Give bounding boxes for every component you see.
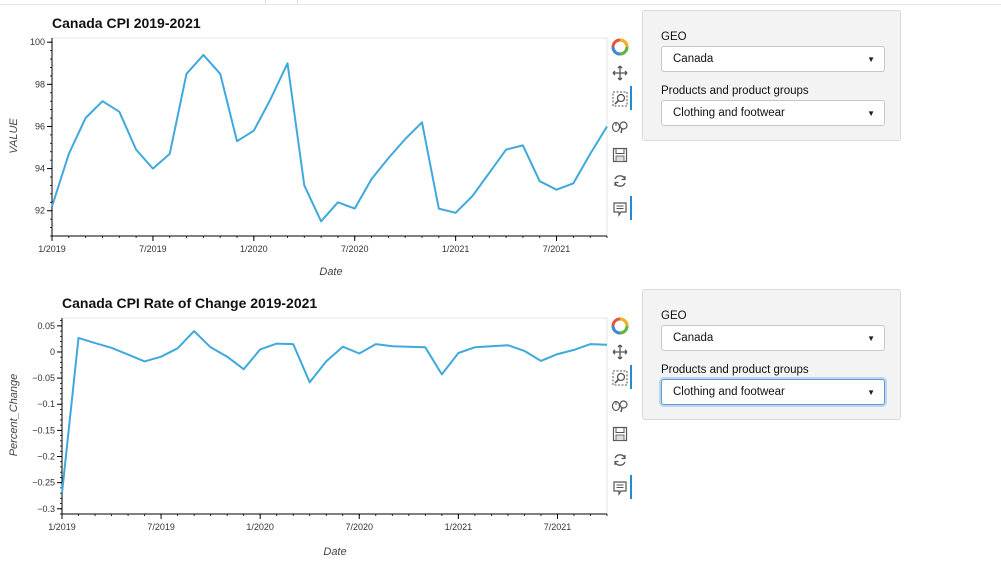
x-tick-label: 7/2019	[139, 244, 167, 254]
active-tool-indicator	[630, 475, 632, 499]
bokeh-logo-icon[interactable]	[608, 315, 632, 337]
wheel-zoom-icon[interactable]	[608, 395, 632, 417]
dropdown-arrow-icon: ▼	[867, 109, 875, 118]
y-tick-label: −0.3	[37, 504, 55, 514]
y-axis-label: Percent_Change	[8, 374, 20, 457]
plot-lines	[61, 330, 608, 494]
save-icon[interactable]	[608, 144, 632, 166]
cpi-chart-svg[interactable]: Canada CPI 2019-2021 VALUE Date 100 98 96 9…	[0, 0, 610, 285]
products-label: Products and product groups	[661, 364, 809, 376]
y-tick-label: 94	[35, 164, 45, 174]
x-tick-label: 1/2020	[246, 522, 274, 532]
hover-icon[interactable]	[608, 198, 632, 220]
top-divider	[0, 4, 1001, 5]
wheel-zoom-icon[interactable]	[608, 116, 632, 138]
reset-icon[interactable]	[608, 449, 632, 471]
y-tick-label: 96	[35, 121, 45, 131]
dropdown-arrow-icon: ▼	[867, 388, 875, 397]
plot-frame	[61, 317, 608, 515]
y-tick-label: −0.05	[32, 373, 55, 383]
bokeh-logo-icon[interactable]	[608, 36, 632, 58]
active-tool-indicator	[630, 196, 632, 220]
products-select-value: Clothing and footwear	[673, 107, 785, 119]
products-select[interactable]: Clothing and footwear ▼	[661, 379, 885, 405]
x-tick-label: 1/2019	[38, 244, 66, 254]
x-tick-label: 7/2020	[346, 522, 374, 532]
plot-lines	[51, 53, 608, 223]
save-icon[interactable]	[608, 423, 632, 445]
products-select[interactable]: Clothing and footwear ▼	[661, 100, 885, 126]
x-tick-label: 7/2020	[341, 244, 369, 254]
y-axis-label: VALUE	[8, 118, 20, 154]
filter-panel: GEO Canada ▼ Products and product groups…	[642, 289, 901, 420]
y-tick-label: −0.25	[32, 478, 55, 488]
filter-panel: GEO Canada ▼ Products and product groups…	[642, 10, 901, 141]
dropdown-arrow-icon: ▼	[867, 55, 875, 64]
reset-icon[interactable]	[608, 170, 632, 192]
chart-title: Canada CPI Rate of Change 2019-2021	[62, 295, 317, 311]
y-tick-label: 100	[30, 37, 45, 47]
y-tick-label: −0.1	[37, 399, 55, 409]
series-line	[51, 53, 608, 223]
geo-select-value: Canada	[673, 332, 714, 344]
series-line	[61, 330, 608, 494]
axes: 100 98 96 94 92 1/2019 7/2019 1/2020 7/2020 1/202…	[30, 37, 608, 254]
x-tick-label: 7/2021	[543, 244, 571, 254]
active-tool-indicator	[630, 365, 632, 389]
dropdown-arrow-icon: ▼	[867, 334, 875, 343]
y-tick-label: 98	[35, 79, 45, 89]
geo-select[interactable]: Canada ▼	[661, 46, 885, 72]
top-divider-notch	[265, 0, 266, 4]
rate-of-change-plot: Canada CPI Rate of Change 2019-2021 Perc…	[0, 280, 610, 565]
x-tick-label: 1/2019	[48, 522, 76, 532]
top-divider-notch	[297, 0, 298, 4]
rate-of-change-chart-svg[interactable]: Canada CPI Rate of Change 2019-2021 Perc…	[0, 280, 610, 565]
pan-icon[interactable]	[608, 341, 632, 363]
pan-icon[interactable]	[608, 62, 632, 84]
cpi-plot: Canada CPI 2019-2021 VALUE Date 100 98 96 9…	[0, 0, 610, 285]
hover-icon[interactable]	[608, 477, 632, 499]
y-tick-label: 92	[35, 206, 45, 216]
y-tick-label: 0.05	[37, 321, 55, 331]
y-tick-label: −0.15	[32, 425, 55, 435]
box-zoom-icon[interactable]	[608, 88, 632, 110]
geo-label: GEO	[661, 310, 687, 322]
x-tick-label: 7/2021	[544, 522, 572, 532]
x-tick-label: 7/2019	[147, 522, 175, 532]
x-tick-label: 1/2021	[442, 244, 470, 254]
products-label: Products and product groups	[661, 85, 809, 97]
x-axis-label: Date	[319, 266, 342, 278]
geo-select-value: Canada	[673, 53, 714, 65]
chart-title: Canada CPI 2019-2021	[52, 15, 201, 31]
plot-frame	[51, 37, 608, 237]
box-zoom-icon[interactable]	[608, 367, 632, 389]
active-tool-indicator	[630, 86, 632, 110]
x-tick-label: 1/2020	[240, 244, 268, 254]
axes: 0.05 0 −0.05 −0.1 −0.15 −0.2 −0.25 −0.3 1/2019 7/…	[32, 317, 608, 532]
products-select-value: Clothing and footwear	[673, 386, 785, 398]
y-tick-label: −0.2	[37, 452, 55, 462]
geo-select[interactable]: Canada ▼	[661, 325, 885, 351]
x-axis-label: Date	[323, 546, 346, 558]
y-tick-label: 0	[50, 347, 55, 357]
geo-label: GEO	[661, 31, 687, 43]
x-tick-label: 1/2021	[445, 522, 473, 532]
